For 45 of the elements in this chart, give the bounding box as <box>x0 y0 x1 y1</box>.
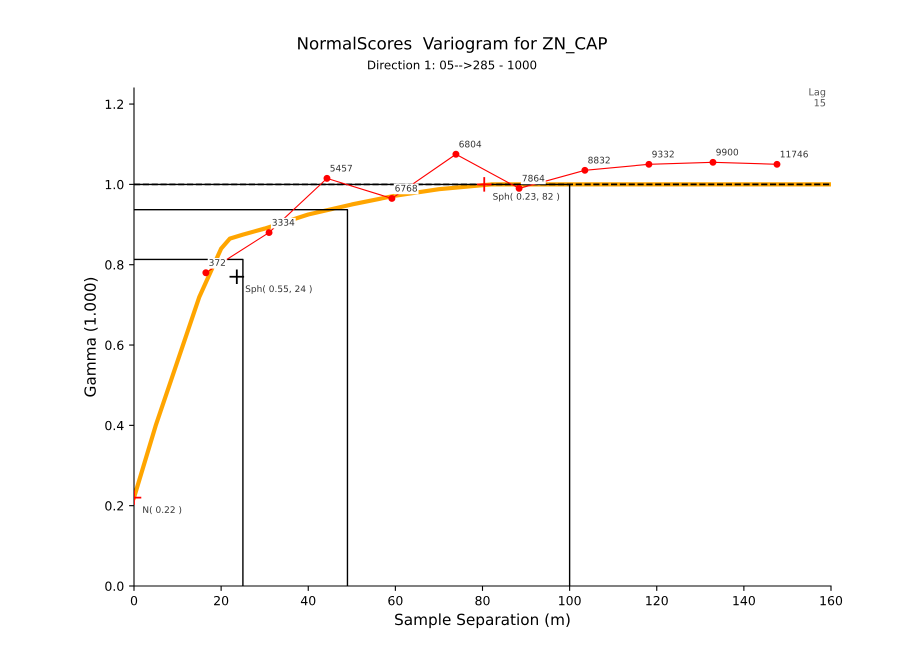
x-tick-label: 60 <box>388 596 402 606</box>
x-tick-label: 80 <box>475 596 490 606</box>
point <box>324 174 330 182</box>
y-tick-label: 0.0 <box>105 581 124 591</box>
point <box>452 150 460 158</box>
annotation: 8832 <box>588 156 610 164</box>
annotation: 3334 <box>272 218 294 226</box>
point <box>516 184 523 192</box>
x-tick-label: 120 <box>646 596 668 606</box>
y-tick-label: 1.0 <box>106 180 124 190</box>
point <box>581 166 588 174</box>
y-tick-label: 0.8 <box>105 260 124 270</box>
annotation: Sph( 0.55, 24 ) <box>246 285 312 294</box>
annotation: 11746 <box>780 150 808 158</box>
point <box>228 268 245 285</box>
x-tick-label: 140 <box>733 596 755 606</box>
chart-subtitle: Direction 1: 05-->285 - 1000 <box>368 60 536 70</box>
x-tick-label: 40 <box>300 596 316 606</box>
x-tick-label: 0 <box>130 596 138 606</box>
annotation: N( 0.22 ) <box>143 506 182 514</box>
annotation: Sph( 0.23, 82 ) <box>493 192 560 202</box>
annotation: Lag 15 <box>809 88 826 106</box>
x-tick-label: 160 <box>820 596 842 606</box>
annotation: 9900 <box>716 148 738 156</box>
annotation: 372 <box>209 259 225 266</box>
y-tick-label: 0.4 <box>105 420 124 430</box>
annotation: 6768 <box>395 184 418 192</box>
point <box>774 160 780 168</box>
annotation: 5457 <box>330 164 352 172</box>
y-tick-label: 0.2 <box>105 501 124 511</box>
y-axis-title: Gamma (1.000) <box>84 278 98 397</box>
annotation: 9332 <box>652 150 674 158</box>
point <box>202 269 210 276</box>
x-tick-label: 20 <box>214 596 228 606</box>
y-tick-label: 1.2 <box>106 100 124 109</box>
point <box>709 158 716 166</box>
annotation: 7864 <box>522 174 544 182</box>
chart-title: NormalScores Variogram for ZN_CAP <box>298 36 607 54</box>
annotation: 6804 <box>459 140 482 148</box>
x-axis-title: Sample Separation (m) <box>395 613 570 628</box>
y-tick-label: 0.6 <box>105 340 124 350</box>
x-tick-label: 100 <box>559 596 581 606</box>
point <box>645 160 652 168</box>
point <box>388 194 396 202</box>
point <box>266 229 273 236</box>
